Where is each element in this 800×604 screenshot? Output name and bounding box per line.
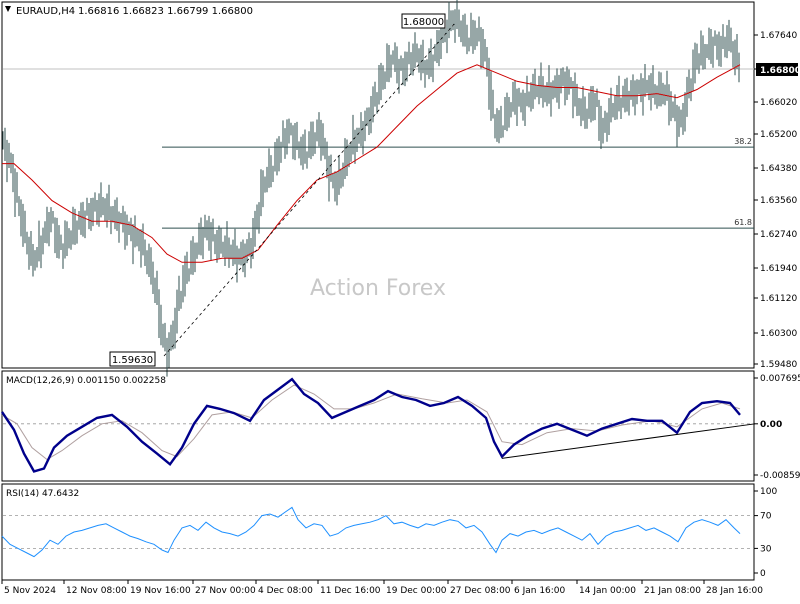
- time-tick-label: 28 Jan 16:00: [706, 586, 763, 596]
- time-tick-label: 19 Dec 00:00: [386, 586, 447, 596]
- price-tick-label: 1.63560: [760, 196, 797, 206]
- price-tick-label: 1.66020: [760, 98, 797, 108]
- price-tick-label: 1.61940: [760, 264, 797, 274]
- macd-panel: MACD(12,26,9) 0.001150 0.002258 0.007695…: [1, 370, 800, 482]
- rsi-axis: 100 70 30 0: [3, 487, 777, 579]
- rsi-tick-label: 70: [760, 512, 772, 522]
- watermark: Action Forex: [310, 276, 446, 301]
- rsi-line: [1, 506, 741, 558]
- rsi-tick-label: 0: [760, 569, 766, 579]
- fib-levels: 38.2 61.8: [162, 137, 754, 229]
- time-tick-label: 27 Dec 08:00: [450, 586, 511, 596]
- price-axis: 1.67640 1.66020 1.65200 1.64380 1.63560 1.627…: [3, 31, 797, 370]
- time-tick-label: 21 Jan 08:00: [644, 586, 701, 596]
- time-tick-label: 5 Nov 2024: [4, 586, 56, 596]
- low-label-box: [109, 351, 156, 367]
- time-tick-label: 27 Nov 00:00: [195, 586, 256, 596]
- fib-level-label: 61.8: [734, 218, 752, 227]
- macd-frame: [1, 370, 755, 482]
- time-tick-label: 6 Jan 16:00: [514, 586, 566, 596]
- swing-trendline: [163, 21, 457, 357]
- symbol-label: EURAUD,H4: [16, 6, 75, 17]
- current-price-tag: [756, 63, 798, 76]
- macd-trendline: [501, 423, 756, 459]
- time-tick-label: 11 Dec 16:00: [320, 586, 381, 596]
- rsi-panel: RSI(14) 47.6432 100 70 30 0: [1, 483, 777, 581]
- time-axis: 5 Nov 2024 12 Nov 08:00 19 Nov 16:00 27 Nov…: [1, 580, 763, 596]
- high-label-box: [401, 13, 446, 29]
- time-tick-label: 19 Nov 16:00: [130, 586, 191, 596]
- price-tick-label: 1.60300: [760, 329, 797, 339]
- rsi-tick-label: 30: [760, 544, 772, 554]
- price-tick-label: 1.67640: [760, 31, 797, 41]
- time-tick-label: 12 Nov 08:00: [66, 586, 127, 596]
- ma-line: [2, 64, 741, 263]
- macd-tick-label: 0.007695: [760, 374, 800, 384]
- moving-average: [2, 64, 741, 263]
- rsi-lines: [1, 506, 741, 558]
- price-frame: [1, 1, 755, 369]
- high-label: 1.68000: [403, 17, 444, 28]
- time-tick-label: 4 Dec 08:00: [258, 586, 313, 596]
- rsi-title: RSI(14) 47.6432: [6, 489, 79, 499]
- fib-level-label: 38.2: [734, 137, 752, 146]
- current-price-text: 1.66800: [760, 66, 800, 76]
- time-tick-label: 14 Jan 00:00: [579, 586, 636, 596]
- macd-tick-label: -0.008599: [760, 471, 800, 481]
- rsi-tick-label: 100: [760, 487, 777, 497]
- rsi-frame: [1, 483, 755, 581]
- price-tick-label: 1.61120: [760, 294, 797, 304]
- price-tick-label: 1.65200: [760, 130, 797, 140]
- macd-main-line: [1, 377, 741, 473]
- collapse-triangle-icon[interactable]: [5, 6, 11, 12]
- macd-tick-label: 0.00: [760, 420, 782, 430]
- macd-title: MACD(12,26,9) 0.001150 0.002258: [6, 376, 166, 386]
- price-tick-label: 1.59480: [760, 360, 797, 370]
- price-panel: Action Forex 1.67640 1.66020 1.65200 1.6438…: [1, 0, 800, 377]
- ohlc-values: 1.66816 1.66823 1.66799 1.66800: [78, 6, 253, 17]
- macd-lines: [1, 377, 756, 473]
- price-bars: [2, 0, 740, 377]
- low-label: 1.59630: [112, 355, 153, 366]
- price-tick-label: 1.62740: [760, 230, 797, 240]
- price-tick-label: 1.64380: [760, 164, 797, 174]
